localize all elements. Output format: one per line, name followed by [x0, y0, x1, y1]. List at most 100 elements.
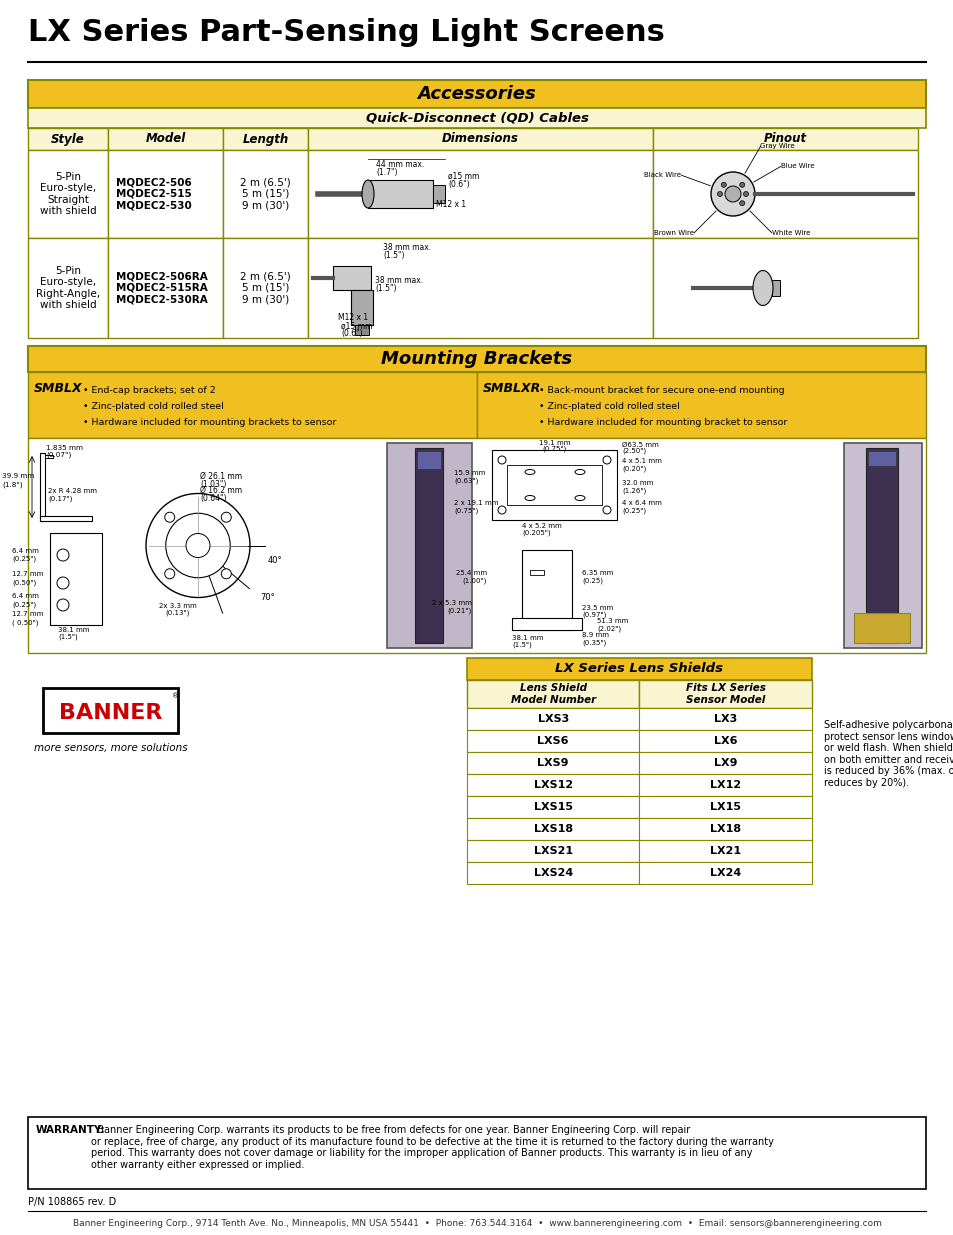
Circle shape	[710, 172, 754, 216]
Bar	[355, 325, 369, 335]
Text: Banner Engineering Corp. warrants its products to be free from defects for one y: Banner Engineering Corp. warrants its pr…	[91, 1125, 773, 1170]
Text: LXS24: LXS24	[533, 868, 572, 878]
Text: LX3: LX3	[714, 714, 737, 724]
Circle shape	[602, 456, 610, 464]
Circle shape	[602, 506, 610, 514]
Text: 38 mm max.: 38 mm max.	[375, 275, 423, 285]
Text: (0.20"): (0.20")	[621, 466, 645, 472]
Text: 19.1 mm: 19.1 mm	[538, 440, 570, 446]
Text: (0.25"): (0.25")	[12, 555, 36, 562]
Bar	[639, 797, 811, 818]
Circle shape	[186, 534, 210, 557]
Text: 51.3 mm: 51.3 mm	[597, 618, 628, 624]
Text: LXS6: LXS6	[537, 736, 568, 746]
Bar	[467, 862, 639, 884]
Text: Lens Shield
Model Number: Lens Shield Model Number	[510, 683, 596, 705]
Text: (0.64"): (0.64")	[200, 494, 226, 503]
Text: (1.5"): (1.5")	[512, 642, 531, 648]
Text: 23.5 mm: 23.5 mm	[581, 605, 613, 611]
Circle shape	[57, 599, 69, 611]
Bar	[639, 752, 811, 774]
Text: 6.35 mm: 6.35 mm	[581, 571, 613, 576]
Bar	[28, 80, 925, 107]
Circle shape	[57, 550, 69, 561]
Text: 44 mm max.: 44 mm max.	[375, 161, 424, 169]
Bar	[28, 438, 925, 653]
Bar	[308, 128, 652, 149]
Text: P/N 108865 rev. D: P/N 108865 rev. D	[28, 1197, 116, 1207]
Bar	[467, 840, 639, 862]
Text: 38.1 mm: 38.1 mm	[512, 635, 543, 641]
Text: Mounting Brackets: Mounting Brackets	[381, 350, 572, 368]
Circle shape	[166, 514, 230, 578]
Bar	[467, 680, 639, 708]
Bar	[223, 149, 308, 238]
Bar	[467, 708, 639, 730]
Text: (1.26"): (1.26")	[621, 487, 645, 494]
Bar	[43, 688, 178, 734]
Bar	[28, 149, 108, 238]
Ellipse shape	[524, 495, 535, 500]
Text: (0.205"): (0.205")	[521, 530, 550, 536]
Bar	[639, 840, 811, 862]
Bar	[368, 180, 433, 207]
Text: LX6: LX6	[713, 736, 737, 746]
Text: (1.7"): (1.7")	[375, 168, 397, 177]
Text: LXS9: LXS9	[537, 758, 568, 768]
Bar	[492, 450, 617, 520]
Ellipse shape	[524, 469, 535, 474]
Text: (0.6"): (0.6")	[340, 329, 362, 338]
Text: 38.1 mm: 38.1 mm	[58, 627, 90, 634]
Text: LXS3: LXS3	[537, 714, 568, 724]
Text: Blue Wire: Blue Wire	[780, 163, 813, 169]
Circle shape	[165, 569, 174, 579]
Text: • Hardware included for mounting brackets to sensor: • Hardware included for mounting bracket…	[83, 417, 336, 427]
Text: (2.02"): (2.02")	[597, 625, 620, 631]
Bar	[28, 346, 925, 372]
Text: (0.63"): (0.63")	[454, 477, 477, 483]
Text: 39.9 mm: 39.9 mm	[2, 473, 34, 479]
Bar	[467, 752, 639, 774]
Text: LX9: LX9	[713, 758, 737, 768]
Text: Banner Engineering Corp., 9714 Tenth Ave. No., Minneapolis, MN USA 55441  •  Pho: Banner Engineering Corp., 9714 Tenth Ave…	[72, 1219, 881, 1228]
Text: LX12: LX12	[709, 781, 740, 790]
Text: (1.5"): (1.5")	[375, 284, 396, 293]
Bar	[530, 571, 543, 576]
Bar	[40, 516, 91, 521]
Circle shape	[739, 201, 744, 206]
Bar	[45, 454, 53, 458]
Text: 6.4 mm: 6.4 mm	[12, 593, 39, 599]
Text: ( 0.50"): ( 0.50")	[12, 619, 38, 625]
Bar	[639, 862, 811, 884]
Text: LX24: LX24	[709, 868, 740, 878]
Bar	[639, 680, 811, 708]
Circle shape	[717, 191, 721, 196]
Bar	[308, 149, 652, 238]
Text: 4 x 5.1 mm: 4 x 5.1 mm	[621, 458, 661, 464]
Text: LX21: LX21	[709, 846, 740, 856]
Text: 32.0 mm: 32.0 mm	[621, 480, 653, 487]
Text: (0.13"): (0.13")	[166, 610, 190, 616]
Bar	[853, 613, 909, 643]
Text: (2.50"): (2.50")	[621, 448, 645, 454]
Bar	[467, 797, 639, 818]
Text: Quick-Disconnect (QD) Cables: Quick-Disconnect (QD) Cables	[365, 111, 588, 125]
Bar	[28, 372, 476, 438]
Text: M12 x 1: M12 x 1	[337, 312, 368, 322]
Bar	[108, 149, 223, 238]
Text: Model: Model	[145, 132, 186, 146]
Bar	[639, 774, 811, 797]
Bar	[40, 453, 45, 521]
Text: 25.4 mm: 25.4 mm	[456, 571, 486, 576]
Bar	[512, 618, 581, 630]
Text: (1.5"): (1.5")	[382, 251, 404, 261]
Bar	[28, 107, 925, 128]
Text: LXS12: LXS12	[533, 781, 572, 790]
Bar	[865, 448, 897, 643]
Circle shape	[742, 191, 748, 196]
Text: 8.9 mm: 8.9 mm	[581, 632, 608, 638]
Circle shape	[720, 183, 725, 188]
Text: Pinout: Pinout	[763, 132, 806, 146]
Text: (0.25"): (0.25")	[621, 508, 645, 514]
Bar	[416, 451, 440, 469]
